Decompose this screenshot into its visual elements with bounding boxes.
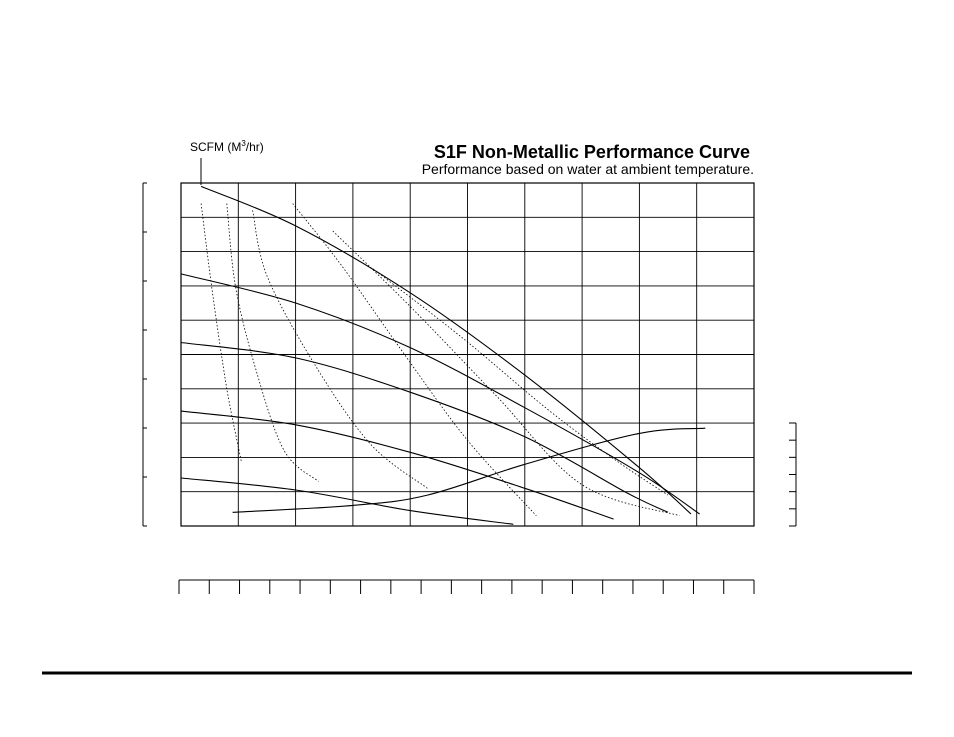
head-capacity-curve: [180, 273, 700, 515]
head-capacity-curves: [180, 185, 700, 525]
left-axis: [142, 182, 147, 527]
air-consumption-curve: [252, 210, 428, 489]
air-consumption-label: SCFM (M3/hr): [190, 139, 264, 154]
head-capacity-curve: [200, 185, 692, 515]
chart-title: S1F Non-Metallic Performance Curve: [434, 142, 750, 162]
air-consumption-curve: [372, 268, 669, 496]
head-capacity-curve: [180, 477, 514, 525]
npsh-curve: [232, 427, 706, 513]
plot-frame: [180, 182, 755, 527]
grid: [181, 183, 754, 526]
air-consumption-curves: [200, 203, 680, 517]
bottom-scale: [178, 579, 755, 594]
npsh-curve-line: [232, 427, 706, 513]
right-axis: [789, 422, 797, 527]
air-consumption-curve: [332, 230, 680, 517]
chart-subtitle: Performance based on water at ambient te…: [422, 161, 754, 177]
air-consumption-curve: [226, 203, 319, 482]
air-consumption-curve: [292, 203, 537, 516]
head-capacity-curve: [180, 341, 669, 513]
head-capacity-curve: [180, 410, 614, 520]
air-consumption-curve: [200, 203, 242, 461]
